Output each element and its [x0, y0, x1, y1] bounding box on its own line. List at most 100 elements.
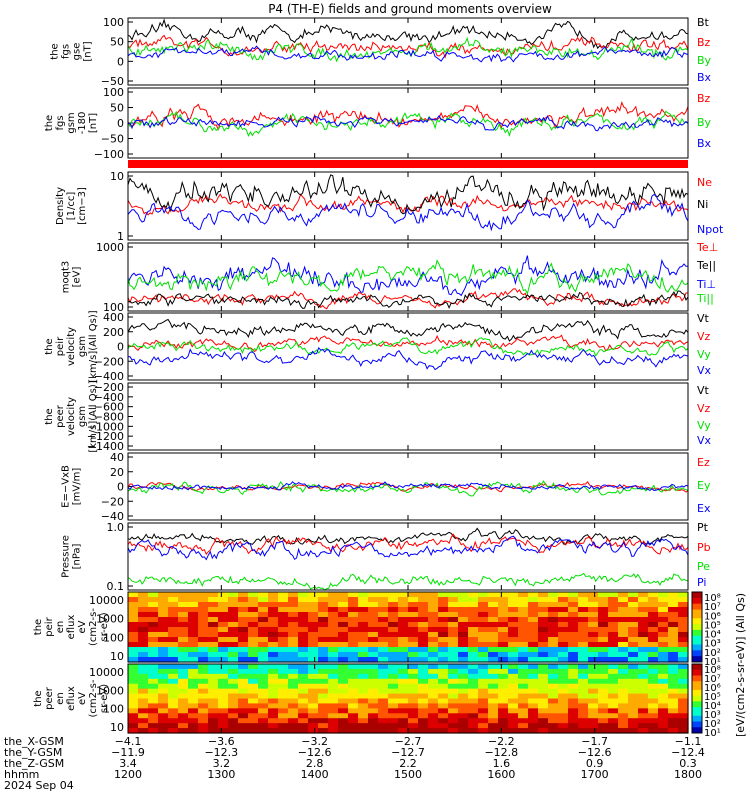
panel-0-ytick: 50 [110, 36, 124, 49]
legend-Pt: Pt [697, 521, 709, 534]
panel-4-ylabel-line: gsm [77, 336, 88, 357]
panel-9-colorbar-tick: 10⁴ [704, 701, 721, 712]
panel-9-ytick: 10 [110, 721, 124, 734]
panel-5-ylabel-line: gsm [77, 406, 88, 427]
axis-row-value: −4.1 [115, 735, 142, 748]
panel-4-ytick: −200 [94, 355, 124, 368]
axis-row-value: 1400 [301, 768, 329, 781]
panel-7-ylabel-line: [nPa] [72, 543, 83, 569]
panel-7-ylabel-line: Pressure [61, 535, 72, 578]
panel-1-ylabel-line: gsm [66, 112, 77, 133]
panel-6-ytick: 20 [110, 466, 124, 479]
axis-row-label: the_Y-GSM [4, 746, 62, 759]
axis-row-value: 3.2 [213, 757, 231, 770]
panel-8-ytick: 1000 [96, 613, 124, 626]
panel-1-ytick: 50 [110, 102, 124, 115]
axis-row-label: the_Z-GSM [4, 757, 64, 770]
panel-5-ytick: −600 [94, 401, 124, 414]
panel-4-series-Vy [127, 337, 689, 357]
panel-1-ylabel-line: fgs [55, 115, 66, 130]
axis-row-label: the_X-GSM [4, 735, 64, 748]
axis-row-value: −3.2 [301, 735, 328, 748]
panel-0-ytick: −50 [101, 75, 124, 88]
panel-0-series-By [127, 36, 689, 63]
axis-row-value: −2.7 [395, 735, 422, 748]
legend-Ez: Ez [697, 456, 710, 469]
axis-row-value: −3.6 [208, 735, 235, 748]
panel-5-ylabel-line: velocity [66, 397, 77, 436]
legend-Te⊥: Te⊥ [696, 241, 718, 254]
axis-row-value: −12.6 [298, 746, 332, 759]
panel-8-ytick: 10000 [89, 594, 124, 607]
panel-9-colorbar-tick: 10⁸ [704, 665, 721, 676]
panel-8-ylabel-line: (cm2-s- [88, 608, 99, 646]
legend-Vx: Vx [697, 364, 712, 377]
axis-row-value: 1600 [487, 768, 515, 781]
axis-row-value: −12.8 [484, 746, 518, 759]
panel-9-colorbar-tick: 10² [704, 719, 721, 730]
axis-row-value: 1300 [207, 768, 235, 781]
axis-row-value: 2.2 [399, 757, 417, 770]
panel-4-ylabel-line: peir [55, 336, 66, 356]
panel-6-series-Ey [127, 480, 689, 497]
panel-8-colorbar-tick: 10⁸ [704, 593, 721, 604]
legend-By: By [697, 54, 712, 67]
panel-5-ylabel-line: [km/s](All Qs)] [88, 380, 99, 452]
panel-4-ylabel-line: the [44, 338, 55, 354]
legend-Ey: Ey [697, 479, 711, 492]
panel-9-ylabel-line: en [55, 692, 66, 705]
panel-8-colorbar-tick: 10² [704, 648, 721, 659]
axis-row-value: −12.3 [204, 746, 238, 759]
panel-6-ylabel-line: E=−VxB [61, 465, 72, 508]
panel-6-ytick: 40 [110, 451, 124, 464]
panel-0-ylabel-line: the [50, 43, 61, 59]
panel-3-series-Te|| [127, 290, 689, 310]
panel-0-series-Bt [127, 18, 689, 50]
panel-8-ylabel-line: the [33, 619, 44, 635]
panel-0-ytick: 100 [103, 16, 124, 29]
panel-5-ylabel-line: the [44, 408, 55, 424]
panel-7-ytick: 0.1 [107, 580, 125, 593]
axis-row-value: 0.3 [679, 757, 697, 770]
panel-7-series-Pt [127, 527, 689, 545]
axis-row-value: 1500 [394, 768, 422, 781]
legend-Vt: Vt [697, 384, 710, 397]
panel-3-series-Te⊥ [127, 288, 688, 310]
panel-9-ylabel-line: peer [44, 686, 55, 710]
panel-8: the peir en eflux eV (cm2-s-sr-eV) 10000 1000 10… [33, 591, 721, 668]
panel-5: the peer velocity gsm [km/s](All Qs)]−200−40… [44, 380, 712, 453]
panel-5-ytick: −1000 [87, 420, 124, 433]
panel-2-ylabel-line: [1/cc] [66, 192, 77, 221]
panel-3-ytick: 1000 [96, 241, 124, 254]
legend-Pi: Pi [697, 576, 706, 589]
panel-6: E=−VxB [mV/m] 40 20 0−20 −40 Ez Ey Ex [61, 451, 711, 523]
panel-9-colorbar-tick: 10⁵ [704, 692, 721, 703]
axis-row-value: 1.6 [493, 757, 511, 770]
panel-9-ytick: 1000 [96, 684, 124, 697]
panel-3: moqt3 [eV] 1000 100 Te⊥ Te|| Ti⊥Ti|| [61, 241, 719, 314]
panel-9-colorbar-tick: 10³ [704, 710, 721, 721]
panel-1: the fgs gsm -180 [nT] 100 50 0 −50 −100 Bz By Bx [44, 86, 712, 161]
panel-2-ytick: 10 [110, 170, 124, 183]
panel-4: the peir velocity gsm [km/s](All Qs)] 400 200 0… [44, 310, 712, 383]
panel-1-series-Bx [127, 114, 689, 132]
axis-row-value: −1.1 [675, 735, 702, 748]
panel-4-series-Vz [127, 334, 689, 353]
legend-By: By [697, 116, 712, 129]
panel-1-series-Bz [127, 100, 689, 131]
legend-Bz: Bz [697, 36, 711, 49]
panel-0-series-Bx [127, 45, 689, 63]
panel-1-ytick: 0 [117, 117, 124, 130]
legend-Bt: Bt [697, 16, 710, 29]
panel-3-ytick: 100 [103, 301, 124, 314]
panel-7-series-Pi [127, 535, 689, 561]
panel-7-series-Pb [127, 533, 689, 556]
panel-4-ytick: 400 [103, 311, 124, 324]
panel-6-ytick: 0 [117, 481, 124, 494]
panel-2-ytick: 1 [117, 230, 124, 243]
panel-9-ylabel-line: eflux [66, 686, 77, 711]
legend-Pb: Pb [697, 541, 711, 554]
